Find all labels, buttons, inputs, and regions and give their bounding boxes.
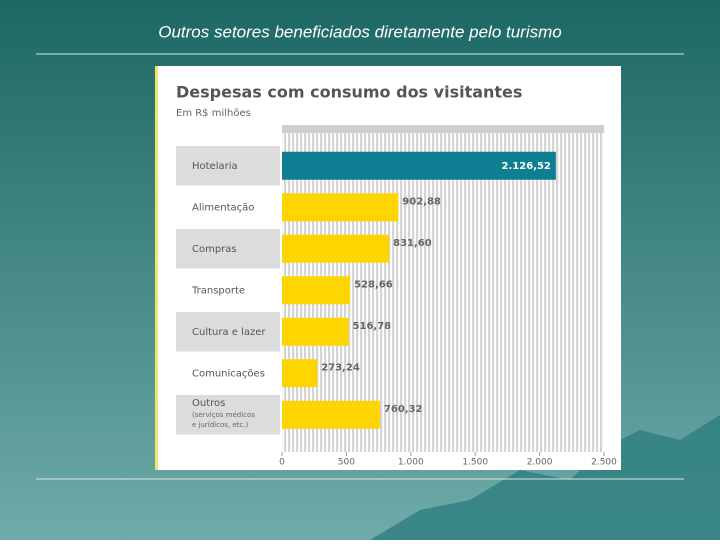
bar (282, 234, 390, 263)
value-label: 528,66 (354, 279, 393, 290)
panel-border (155, 66, 158, 470)
chart-subtitle: Em R$ milhões (176, 108, 251, 119)
value-label: 831,60 (393, 238, 432, 249)
x-tick-label: 2.500 (591, 458, 617, 468)
x-tick-label: 1.500 (462, 458, 488, 468)
value-label: 902,88 (402, 196, 441, 207)
bar (282, 400, 380, 429)
value-label: 273,24 (321, 362, 360, 373)
chart-title: Despesas com consumo dos visitantes (176, 83, 522, 102)
y-tick-label: Outros (192, 398, 225, 409)
row-band (176, 146, 280, 186)
y-tick-label: Compras (192, 244, 237, 255)
y-tick-label: Hotelaria (192, 161, 238, 172)
row-band (176, 229, 280, 269)
bar (282, 317, 349, 346)
bar (282, 276, 351, 305)
bar (282, 359, 318, 388)
y-tick-label: Cultura e lazer (192, 327, 266, 338)
x-tick-label: 1.000 (398, 458, 424, 468)
category-note: (serviços médicos e jurídicos, etc.) (192, 411, 255, 429)
x-tick-label: 2.000 (527, 458, 553, 468)
y-tick-label: Alimentação (192, 202, 254, 213)
row-band (176, 312, 280, 352)
x-tick-label: 0 (279, 458, 285, 468)
value-label: 2.126,52 (502, 161, 551, 172)
bar (282, 193, 399, 222)
plot-header (282, 125, 604, 133)
value-label: 760,32 (384, 404, 423, 415)
y-tick-label: Comunicações (192, 368, 265, 379)
value-label: 516,78 (353, 321, 392, 332)
decoration (370, 415, 720, 540)
y-tick-label: Transporte (191, 285, 245, 296)
bar (282, 151, 556, 180)
slide-title: Outros setores beneficiados diretamente … (158, 22, 561, 41)
row-band (176, 395, 280, 435)
x-tick-label: 500 (338, 458, 355, 468)
